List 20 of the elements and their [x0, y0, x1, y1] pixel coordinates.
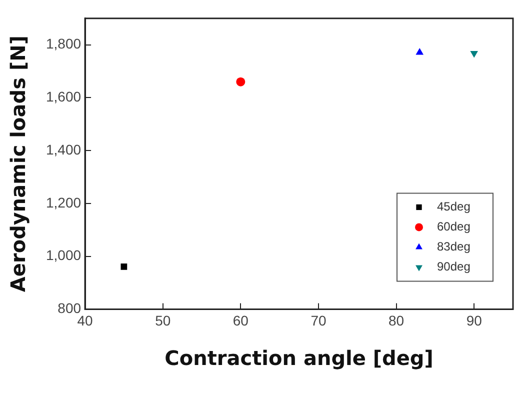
legend-label: 60deg [437, 220, 470, 234]
y-tick-label: 1,800 [46, 36, 82, 52]
x-tick-label: 70 [310, 312, 326, 328]
x-tick-label: 60 [232, 312, 249, 328]
legend-label: 45deg [437, 200, 470, 214]
x-tick-label: 50 [155, 312, 171, 328]
x-tick-label: 90 [466, 312, 482, 328]
x-axis-title: Contraction angle [deg] [164, 346, 434, 370]
legend-label: 83deg [437, 240, 470, 254]
y-tick-label: 1,000 [46, 247, 82, 264]
legend-label: 90deg [437, 260, 470, 274]
y-tick-label: 1,600 [46, 88, 82, 105]
point [470, 51, 478, 58]
y-axis-title: Aerodynamic loads [N] [6, 36, 30, 292]
point [120, 263, 128, 270]
point [416, 48, 424, 55]
y-tick-label: 1,200 [46, 194, 82, 210]
y-tick-label: 1,400 [46, 141, 82, 158]
point [236, 77, 246, 86]
x-tick-label: 80 [388, 312, 404, 328]
